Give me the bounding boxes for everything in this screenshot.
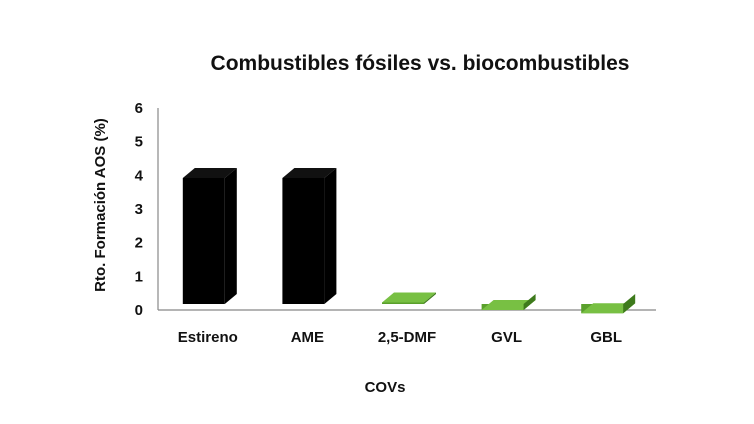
x-tick-label: AME <box>291 329 324 346</box>
axes <box>157 108 656 311</box>
bar <box>282 167 337 304</box>
bar-top-face <box>481 299 536 310</box>
x-tick-label: Estireno <box>178 329 238 346</box>
y-tick-label: 0 <box>135 302 143 319</box>
y-tick-label: 1 <box>135 268 143 285</box>
chart-title: Combustibles fósiles vs. biocombustibles <box>211 52 630 75</box>
bar-front-face <box>382 302 424 304</box>
bar-side-face <box>424 292 436 304</box>
bar <box>481 294 536 310</box>
x-tick-label: GVL <box>491 329 522 346</box>
bar <box>581 294 636 314</box>
bar-front-face <box>282 177 325 304</box>
y-tick-label: 3 <box>135 201 143 218</box>
bar-top-face <box>382 292 436 303</box>
x-tick-label: GBL <box>590 329 622 346</box>
bars <box>182 167 636 314</box>
y-tick-label: 5 <box>135 134 143 151</box>
bar-top-face <box>581 303 636 314</box>
x-axis-label: COVs <box>365 379 406 396</box>
y-tick-label: 4 <box>135 167 144 184</box>
x-tick-labels: Estireno AME 2,5-DMF GVL GBL <box>178 329 622 346</box>
bar-side-face <box>523 294 536 310</box>
bar-top-face <box>282 167 337 178</box>
bar-side-face <box>324 167 337 304</box>
x-tick-label: 2,5-DMF <box>378 329 436 346</box>
y-axis-label: Rto. Formación AOS (%) <box>92 118 109 292</box>
bar-top-face <box>182 167 237 178</box>
y-tick-labels: 0 1 2 3 4 5 6 <box>135 100 144 319</box>
bar-side-face <box>623 294 636 314</box>
y-tick-label: 2 <box>135 235 143 252</box>
bar-front-face <box>182 177 225 304</box>
bar <box>182 167 237 304</box>
y-tick-label: 6 <box>135 100 143 117</box>
bar <box>382 292 436 304</box>
bar-side-face <box>224 167 237 304</box>
